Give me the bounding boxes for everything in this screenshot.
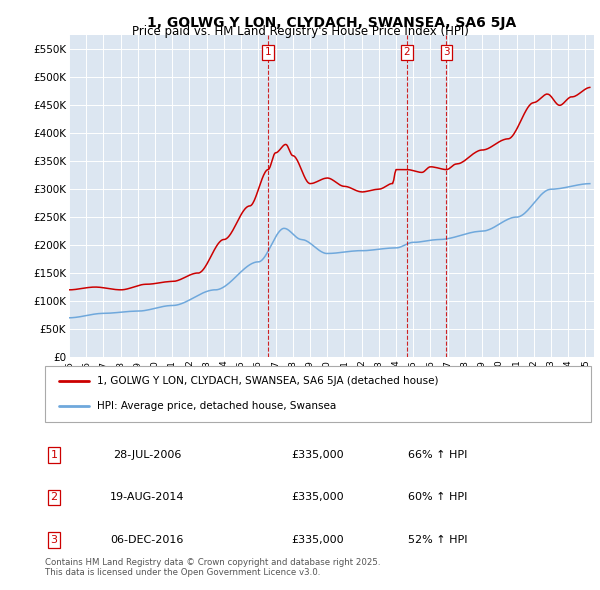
Text: £335,000: £335,000 [292, 493, 344, 502]
Title: 1, GOLWG Y LON, CLYDACH, SWANSEA, SA6 5JA: 1, GOLWG Y LON, CLYDACH, SWANSEA, SA6 5J… [147, 16, 516, 30]
Text: 3: 3 [50, 535, 58, 545]
Text: 1: 1 [265, 47, 271, 57]
Text: 1: 1 [50, 450, 58, 460]
Text: HPI: Average price, detached house, Swansea: HPI: Average price, detached house, Swan… [97, 401, 336, 411]
Text: 52% ↑ HPI: 52% ↑ HPI [408, 535, 468, 545]
Text: 1, GOLWG Y LON, CLYDACH, SWANSEA, SA6 5JA (detached house): 1, GOLWG Y LON, CLYDACH, SWANSEA, SA6 5J… [97, 376, 439, 386]
Text: £335,000: £335,000 [292, 535, 344, 545]
FancyBboxPatch shape [45, 366, 591, 422]
Text: 66% ↑ HPI: 66% ↑ HPI [409, 450, 467, 460]
Text: Contains HM Land Registry data © Crown copyright and database right 2025.
This d: Contains HM Land Registry data © Crown c… [45, 558, 380, 577]
Text: 19-AUG-2014: 19-AUG-2014 [110, 493, 184, 502]
Text: 06-DEC-2016: 06-DEC-2016 [110, 535, 184, 545]
Text: 28-JUL-2006: 28-JUL-2006 [113, 450, 181, 460]
Text: 60% ↑ HPI: 60% ↑ HPI [409, 493, 467, 502]
Text: 2: 2 [404, 47, 410, 57]
Text: 3: 3 [443, 47, 450, 57]
Text: 2: 2 [50, 493, 58, 502]
Text: Price paid vs. HM Land Registry's House Price Index (HPI): Price paid vs. HM Land Registry's House … [131, 25, 469, 38]
Text: £335,000: £335,000 [292, 450, 344, 460]
